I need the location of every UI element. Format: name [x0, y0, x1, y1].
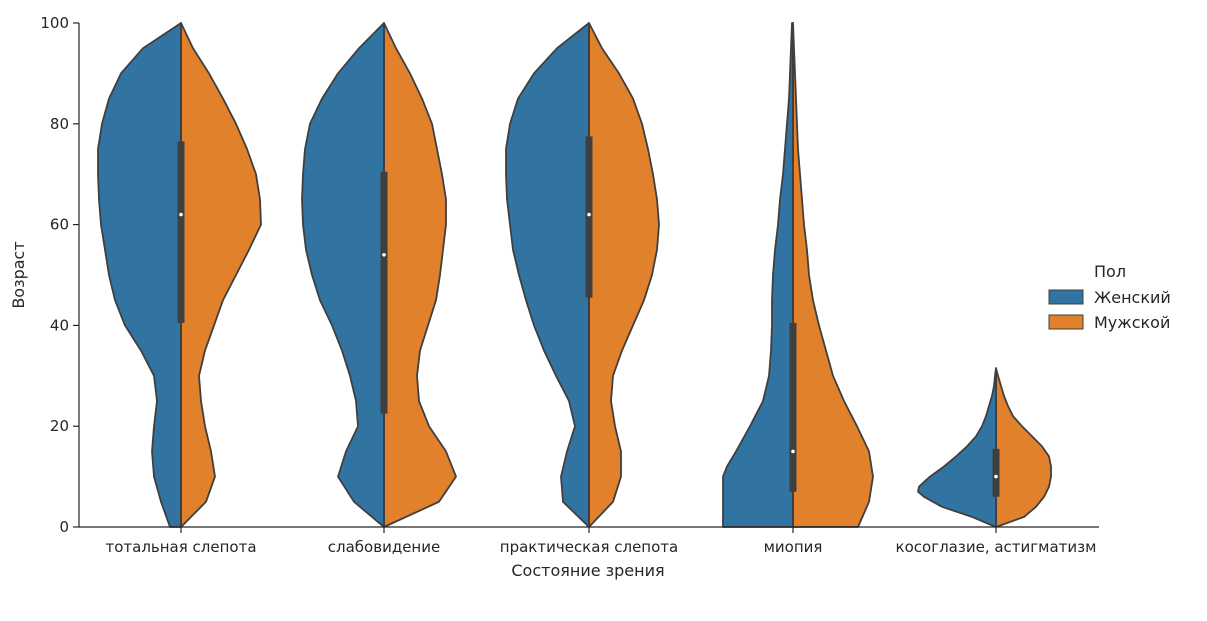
violin-median-dot — [587, 212, 591, 217]
y-tick-label: 80 — [50, 115, 69, 133]
violins-layer — [97, 22, 1052, 528]
y-tick-label: 60 — [50, 216, 69, 234]
violin-median-dot — [994, 474, 998, 479]
y-axis-label: Возраст — [9, 241, 28, 308]
violin-half-female — [722, 22, 794, 528]
y-tick-label: 40 — [50, 316, 69, 334]
x-tick-label: практическая слепота — [500, 538, 678, 556]
violin-half-female — [505, 22, 590, 528]
legend-title: Пол — [1094, 262, 1126, 281]
violin-iqr-box — [585, 136, 593, 298]
x-axis: тотальная слепота слабовидение практическа… — [79, 526, 1099, 556]
violin-half-male — [588, 22, 660, 528]
violin-half-male — [383, 22, 457, 528]
y-tick-label: 20 — [50, 417, 69, 435]
violin-half-female — [301, 22, 385, 528]
violin-group — [722, 22, 874, 528]
violin-group — [97, 22, 262, 528]
x-tick-label: косоглазие, астигматизм — [896, 538, 1097, 556]
violin-iqr-box — [177, 141, 185, 323]
violin-half-male — [180, 22, 262, 528]
violin-median-dot — [791, 449, 795, 454]
violin-median-dot — [382, 253, 386, 257]
x-tick-label: тотальная слепота — [105, 538, 256, 556]
legend-swatch — [1048, 314, 1084, 330]
violin-group — [301, 22, 457, 528]
legend-label: Женский — [1094, 288, 1171, 307]
x-axis-label: Состояние зрения — [511, 561, 664, 580]
legend-swatch — [1048, 289, 1084, 305]
violin-half-female — [917, 367, 997, 528]
violin-group — [505, 22, 660, 528]
violin-iqr-box — [992, 448, 1000, 497]
legend: Пол Женский Мужской — [1048, 262, 1171, 332]
y-axis: 0 20 40 60 80 100 — [40, 14, 80, 536]
violin-group — [917, 367, 1052, 528]
violin-half-female — [97, 22, 182, 528]
violin-half-male — [995, 367, 1052, 528]
legend-label: Мужской — [1094, 313, 1170, 332]
x-tick-label: миопия — [764, 538, 823, 556]
violin-half-male — [792, 22, 874, 528]
y-tick-label: 100 — [40, 14, 69, 32]
x-tick-label: слабовидение — [328, 538, 440, 556]
violin-iqr-box — [380, 171, 388, 414]
violin-iqr-box — [789, 322, 797, 492]
violin-median-dot — [179, 212, 183, 217]
y-tick-label: 0 — [59, 518, 69, 536]
